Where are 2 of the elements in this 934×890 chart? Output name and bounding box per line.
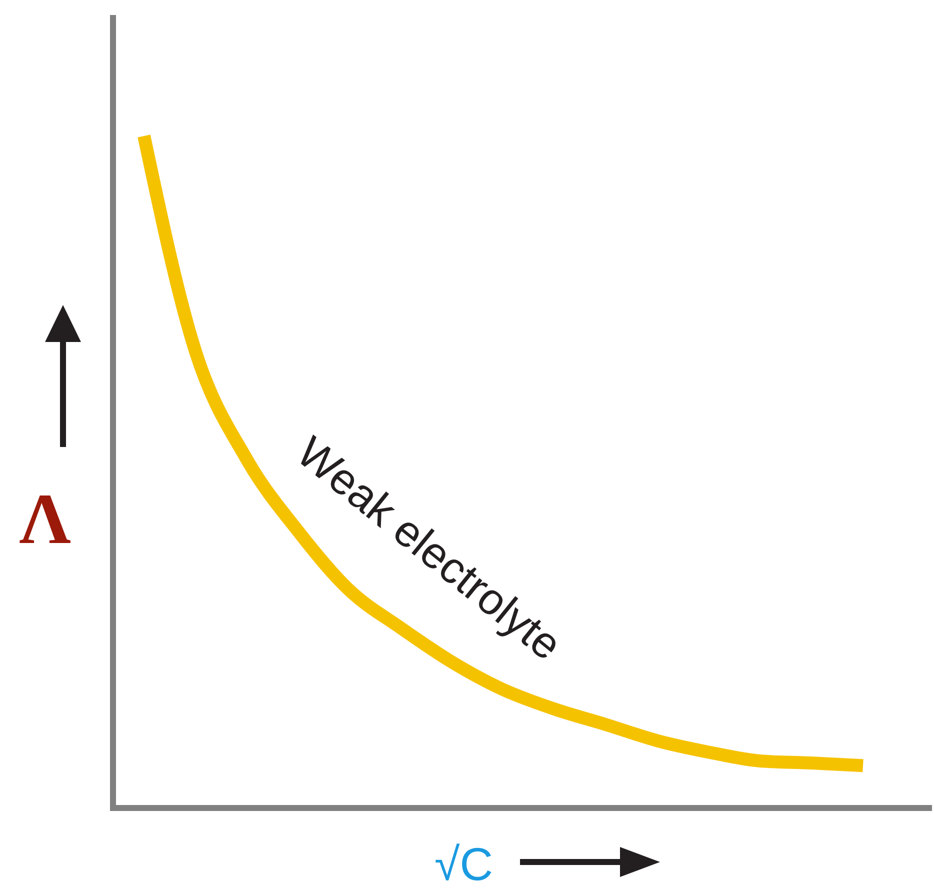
x-axis-title: √C [434,838,493,890]
y-axis-title: Λ [19,479,72,559]
